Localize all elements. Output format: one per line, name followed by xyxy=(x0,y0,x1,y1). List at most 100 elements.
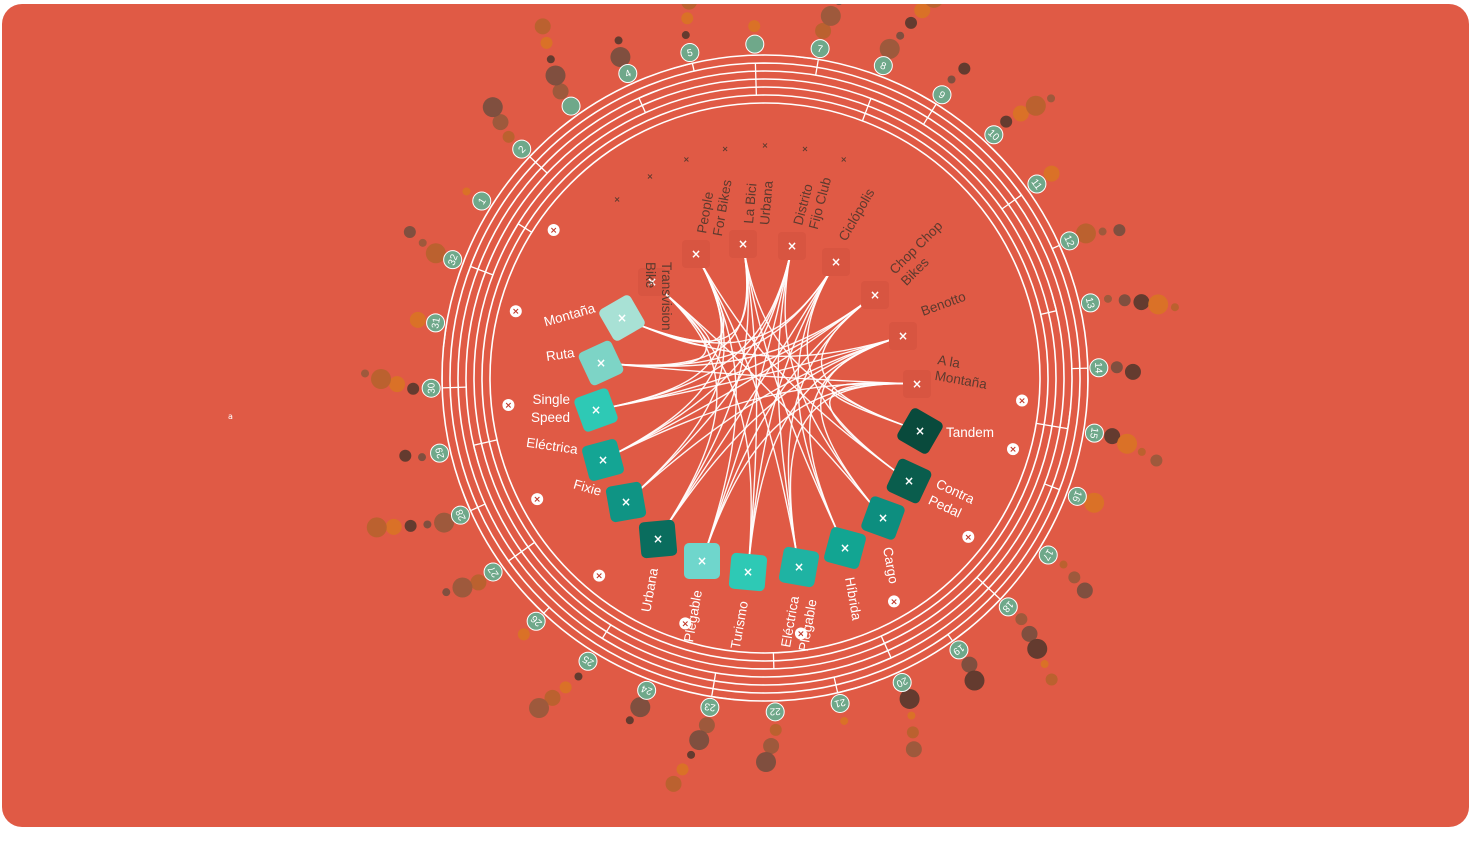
ring-marker[interactable]: 20 xyxy=(892,673,912,693)
dot-cluster-dot xyxy=(610,47,631,68)
link-curve xyxy=(657,261,837,540)
ring-marker-circle xyxy=(765,702,785,722)
store-label: TransvisionBike xyxy=(643,262,674,331)
ring-connector xyxy=(753,652,775,670)
bike-type-node[interactable]: ×Turismo xyxy=(728,552,768,650)
dot-cluster-dot xyxy=(544,689,561,706)
ring-marker[interactable]: 2 xyxy=(512,139,532,159)
ring-marker[interactable]: 29 xyxy=(430,443,450,463)
ring-marker-number: 12 xyxy=(1061,234,1076,249)
dot-cluster-dot xyxy=(687,750,696,759)
bike-type-node[interactable]: × Eléctrica xyxy=(525,435,625,482)
x-icon: × xyxy=(683,155,690,164)
ring-marker-number: 13 xyxy=(1083,296,1096,310)
bike-type-box xyxy=(578,340,624,386)
dot-cluster-dot xyxy=(1133,294,1150,311)
bike-type-node[interactable]: × Single Speed xyxy=(531,387,619,433)
ring-marker[interactable]: 7 xyxy=(810,39,830,59)
bike-type-node[interactable]: × Cargo xyxy=(860,495,906,585)
ring-marker[interactable]: 28 xyxy=(450,505,470,525)
ring-marker-circle xyxy=(512,139,532,159)
dot-cluster-dot xyxy=(1170,303,1179,312)
ring-marker[interactable]: 11 xyxy=(1027,174,1047,194)
store-label-line: Urbana xyxy=(757,180,776,226)
ring-marker-number: 2 xyxy=(517,144,529,156)
ring-marker[interactable]: 23 xyxy=(700,697,720,717)
ring-marker-number: 8 xyxy=(878,60,888,72)
dot-cluster-dot xyxy=(1103,294,1112,303)
dot-cluster-dot xyxy=(1000,115,1013,128)
ring-marker[interactable]: 19 xyxy=(949,640,969,660)
store-box xyxy=(778,232,806,260)
ring-marker[interactable]: 26 xyxy=(526,611,546,631)
dot-cluster-dot xyxy=(1015,613,1028,626)
bike-type-box xyxy=(778,546,820,588)
ring-marker[interactable]: 14 xyxy=(1089,358,1109,378)
ring-marker[interactable]: 22 xyxy=(765,702,785,722)
ring-marker[interactable]: 18 xyxy=(998,597,1018,617)
ring-marker[interactable]: 8 xyxy=(873,56,893,76)
bike-type-node[interactable]: × Ruta xyxy=(545,339,625,387)
store-box xyxy=(638,268,666,296)
bike-type-label: Eléctrica xyxy=(525,435,579,457)
x-icon: × xyxy=(512,307,520,317)
x-icon: × xyxy=(794,560,804,574)
ring-marker[interactable]: 5 xyxy=(680,43,700,63)
dot-cluster-dot xyxy=(914,4,931,19)
bike-type-label: Cargo xyxy=(880,546,901,585)
x-icon: × xyxy=(870,288,880,302)
x-icon: × xyxy=(621,495,631,509)
ring-marker[interactable] xyxy=(745,34,765,54)
dot-cluster-dot xyxy=(546,55,555,64)
x-icon: × xyxy=(831,255,841,269)
ring-marker[interactable]: 31 xyxy=(426,313,446,333)
ring-marker[interactable]: 27 xyxy=(483,562,503,582)
ring-marker[interactable]: 12 xyxy=(1060,231,1080,251)
inner-badge xyxy=(679,617,692,630)
ring-marker[interactable]: 4 xyxy=(618,63,638,83)
store-nodes: × TransvisionBike××PeopleFor Bikes××La Bi… xyxy=(614,141,989,398)
ring-marker-circle xyxy=(998,597,1018,617)
dot-cluster-dot xyxy=(961,656,978,673)
dot-cluster-dot xyxy=(1027,638,1048,659)
ring-marker[interactable]: 24 xyxy=(637,680,657,700)
dot-cluster-dot xyxy=(1068,571,1081,584)
bike-type-node[interactable]: × Tandem xyxy=(895,406,994,455)
store-node[interactable]: ×PeopleFor Bikes xyxy=(682,176,735,268)
ring-marker[interactable] xyxy=(561,96,581,116)
dot-cluster-dot xyxy=(366,517,387,538)
ring-marker[interactable]: 25 xyxy=(578,651,598,671)
bike-type-box xyxy=(861,496,905,540)
dot-cluster-dot xyxy=(1047,94,1056,103)
ring-marker[interactable]: 1 xyxy=(472,191,492,211)
bike-type-node[interactable]: ×Fixie xyxy=(572,477,647,523)
x-icon: × xyxy=(596,356,606,370)
ring-marker[interactable]: 17 xyxy=(1038,545,1058,565)
dot-cluster-dot xyxy=(407,382,420,395)
link-curve xyxy=(701,245,793,562)
ring-connector xyxy=(861,97,891,122)
bike-type-box xyxy=(574,388,618,432)
store-node[interactable]: × La BiciUrbana xyxy=(729,178,776,258)
ring-marker[interactable]: 32 xyxy=(443,250,463,270)
ring-marker[interactable]: 10 xyxy=(984,125,1004,145)
ring-marker-number: 30 xyxy=(426,382,437,394)
ring-marker[interactable]: 21 xyxy=(830,693,850,713)
ring-marker-number: 28 xyxy=(454,507,469,522)
ring-marker[interactable]: 13 xyxy=(1080,293,1100,313)
ring-marker[interactable]: 15 xyxy=(1084,423,1104,443)
link-curves xyxy=(595,243,921,573)
store-node[interactable]: × TransvisionBike xyxy=(638,262,674,331)
ring-marker[interactable]: 16 xyxy=(1067,486,1087,506)
ring-connector xyxy=(1038,529,1051,550)
dot-cluster-dot xyxy=(534,18,551,35)
dot-cluster-dot xyxy=(964,670,985,691)
ring-marker[interactable]: 30 xyxy=(421,378,441,398)
x-icon: × xyxy=(878,511,888,525)
ring-marker[interactable]: 9 xyxy=(932,85,952,105)
dot-cluster-dot xyxy=(403,225,416,238)
dot-cluster-dot xyxy=(552,83,569,100)
link-curve xyxy=(625,245,793,503)
bike-type-label: Ruta xyxy=(545,345,576,364)
